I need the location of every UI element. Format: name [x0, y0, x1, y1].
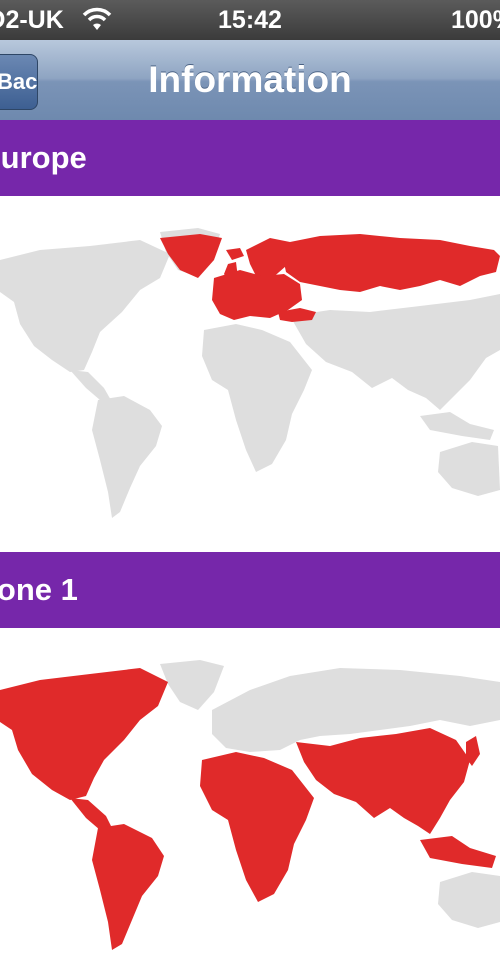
indonesia-landmass — [420, 412, 494, 440]
highlighted-russia — [280, 234, 500, 292]
navigation-bar: Back Information — [0, 40, 500, 121]
status-bar: O2-UK 15:42 100% — [0, 0, 500, 40]
battery-label: 100% — [451, 6, 500, 34]
clock: 15:42 — [218, 6, 282, 34]
back-button[interactable]: Back — [0, 54, 38, 110]
north-america-landmass — [0, 240, 170, 372]
page-title: Information — [148, 59, 352, 100]
carrier-label: O2-UK — [0, 6, 64, 34]
section-header-zone-1: Zone 1 — [0, 552, 500, 628]
highlighted-africa — [200, 752, 314, 902]
highlighted-turkey — [278, 308, 316, 322]
highlighted-south-america — [92, 824, 164, 950]
zone-1-coverage-map — [0, 660, 500, 950]
highlighted-uk — [224, 262, 238, 282]
highlighted-scandinavia — [246, 238, 290, 280]
central-america-landmass — [70, 370, 112, 402]
section-title: Zone 1 — [0, 572, 78, 607]
highlighted-iceland — [226, 248, 244, 260]
europe-coverage-map — [0, 228, 500, 518]
africa-landmass — [202, 324, 312, 472]
section-header-europe: Europe — [0, 120, 500, 196]
australia-landmass — [438, 442, 500, 496]
highlighted-southeast-islands — [420, 836, 496, 868]
section-title: Europe — [0, 140, 87, 175]
highlighted-europe-mainland — [212, 270, 302, 320]
highlighted-japan — [466, 736, 480, 766]
south-america-landmass — [92, 396, 162, 518]
highlighted-asia — [296, 728, 470, 834]
europe-russia-landmass — [212, 668, 500, 752]
highlighted-north-america — [0, 668, 168, 800]
australia-landmass — [438, 872, 500, 928]
greenland-landmass — [160, 660, 224, 710]
highlighted-greenland — [160, 234, 222, 278]
asia-landmass — [290, 294, 500, 410]
wifi-icon — [82, 6, 112, 39]
highlighted-central-america — [70, 798, 114, 832]
